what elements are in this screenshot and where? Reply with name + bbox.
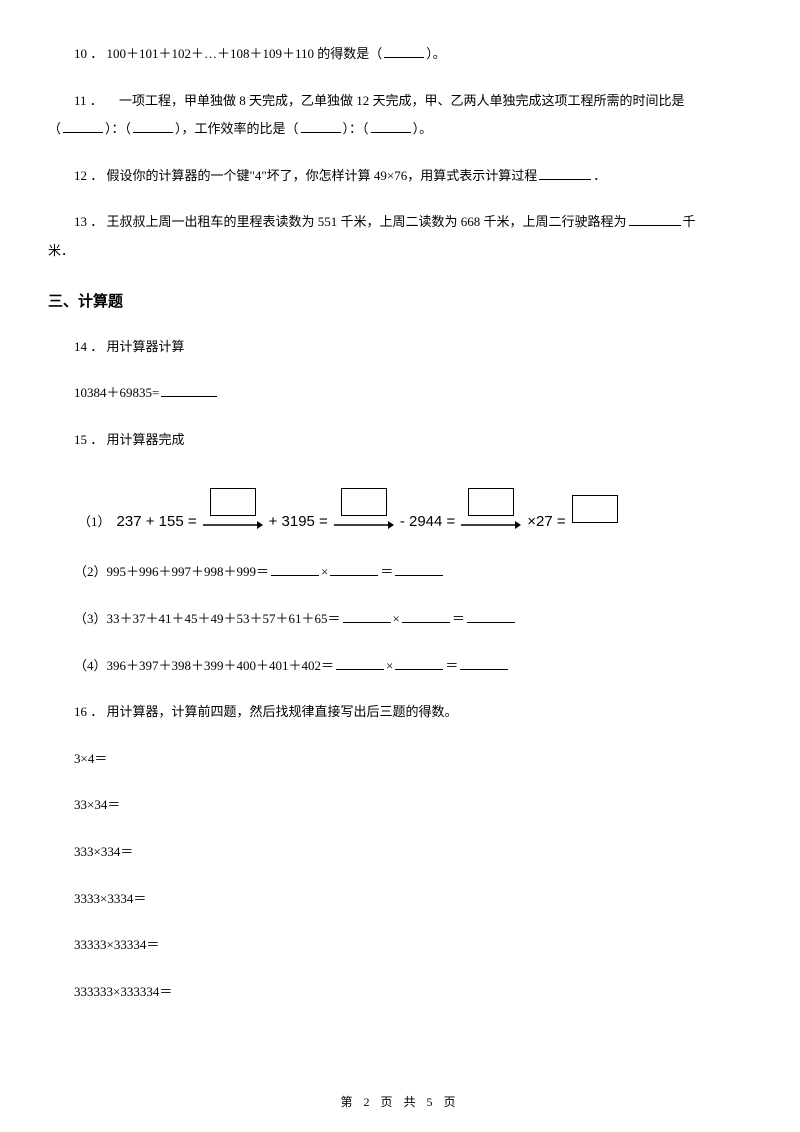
blank (336, 655, 384, 670)
q16-e3: 333×334＝ (48, 838, 752, 867)
q15-sub3: （3）33＋37＋41＋45＋49＋53＋57＋61＋65＝ × ＝ (48, 605, 752, 634)
blank (384, 43, 424, 58)
blank (133, 118, 173, 133)
blank (467, 608, 515, 623)
blank (330, 561, 378, 576)
arrow-icon (203, 518, 263, 532)
q11-num: 11 ． (74, 93, 103, 108)
arrow-icon (334, 518, 394, 532)
q12-text-a: 假设你的计算器的一个键"4"坏了，你怎样计算 49×76，用算式表示计算过程 (107, 168, 538, 183)
q11-c: ），工作效率的比是（ (175, 121, 299, 136)
q16-e2: 33×34＝ (48, 791, 752, 820)
result-box (210, 488, 256, 516)
q14-text: 用计算器计算 (107, 339, 185, 354)
blank (539, 165, 591, 180)
q15-sub2-a: （2）995＋996＋997＋998＋999＝ (74, 564, 269, 579)
result-box-final (572, 495, 618, 523)
blank (395, 655, 443, 670)
blank (395, 561, 443, 576)
q10-text-a: 100＋101＋102＋…＋108＋109＋110 的得数是（ (107, 46, 383, 61)
blank (629, 211, 681, 226)
blank (402, 608, 450, 623)
question-11: 11 ． 一项工程，甲单独做 8 天完成，乙单独做 12 天完成，甲、乙两人单独… (48, 87, 752, 144)
page: 10 ． 100＋101＋102＋…＋108＋109＋110 的得数是（ ）。 1… (0, 0, 800, 1132)
arrow-icon (461, 518, 521, 532)
blank (371, 118, 411, 133)
q13-text-b: 千 (683, 214, 696, 229)
box-arrow-2 (334, 488, 394, 532)
blank (343, 608, 391, 623)
blank (161, 382, 217, 397)
blank (271, 561, 319, 576)
q15-sub3-c: ＝ (452, 611, 465, 626)
q13-text-a: 王叔叔上周一出租车的里程表读数为 551 千米，上周二读数为 668 千米，上周… (107, 214, 627, 229)
q15-chain-label: （1） (78, 511, 111, 532)
q16-e4: 3333×3334＝ (48, 885, 752, 914)
question-12: 12 ． 假设你的计算器的一个键"4"坏了，你怎样计算 49×76，用算式表示计… (48, 162, 752, 191)
q13-text-c: 米． (48, 243, 74, 258)
q15-sub2: （2）995＋996＋997＋998＋999＝ × ＝ (48, 558, 752, 587)
box-arrow-1 (203, 488, 263, 532)
q16-e5: 33333×33334＝ (48, 931, 752, 960)
q11-line1: 一项工程，甲单独做 8 天完成，乙单独做 12 天完成，甲、乙两人单独完成这项工… (119, 93, 685, 108)
q12-text-b: ． (593, 168, 606, 183)
q11-d: ）：（ (343, 121, 369, 136)
question-10: 10 ． 100＋101＋102＋…＋108＋109＋110 的得数是（ ）。 (48, 40, 752, 69)
q15-sub4-a: （4）396＋397＋398＋399＋400＋401＋402＝ (74, 658, 334, 673)
q14-num: 14 ． (74, 339, 103, 354)
result-box (468, 488, 514, 516)
q14-expr: 10384＋69835= (74, 385, 159, 400)
question-15: 15 ． 用计算器完成 (48, 426, 752, 455)
result-box (341, 488, 387, 516)
q15-sub4-b: × (386, 658, 393, 673)
blank (460, 655, 508, 670)
q15-num: 15 ． (74, 432, 103, 447)
page-footer: 第 2 页 共 5 页 (0, 1093, 800, 1110)
question-16: 16 ． 用计算器，计算前四题，然后找规律直接写出后三题的得数。 (48, 698, 752, 727)
section-3-title: 三、计算题 (48, 290, 752, 311)
q12-num: 12 ． (74, 168, 103, 183)
q15-sub2-c: ＝ (380, 564, 393, 579)
q11-b: ）：（ (105, 121, 131, 136)
q15-sub3-a: （3）33＋37＋41＋45＋49＋53＋57＋61＋65＝ (74, 611, 341, 626)
q15-sub4-c: ＝ (445, 658, 458, 673)
box-arrow-3 (461, 488, 521, 532)
q11-a: （ (48, 121, 61, 136)
q15-text: 用计算器完成 (107, 432, 185, 447)
q16-num: 16 ． (74, 704, 103, 719)
chain-p3: - 2944 = (400, 513, 455, 532)
question-14: 14 ． 用计算器计算 (48, 333, 752, 362)
q16-e6: 333333×333334＝ (48, 978, 752, 1007)
q16-text: 用计算器，计算前四题，然后找规律直接写出后三题的得数。 (107, 704, 458, 719)
chain-p4: ×27 = (527, 513, 565, 532)
q13-num: 13 ． (74, 214, 103, 229)
chain-p2: + 3195 = (269, 513, 328, 532)
q11-e: ）。 (413, 121, 433, 136)
q14-expr-line: 10384＋69835= (48, 379, 752, 408)
blank (301, 118, 341, 133)
q10-text-b: ）。 (426, 46, 446, 61)
question-13: 13 ． 王叔叔上周一出租车的里程表读数为 551 千米，上周二读数为 668 … (48, 208, 752, 265)
q15-sub4: （4）396＋397＋398＋399＋400＋401＋402＝ × ＝ (48, 652, 752, 681)
chain-p1: 237 + 155 = (117, 513, 197, 532)
q16-e1: 3×4＝ (48, 745, 752, 774)
q10-num: 10 ． (74, 46, 103, 61)
q15-chain: （1） 237 + 155 = + 3195 = - 2944 = ×27 = (48, 488, 752, 532)
q15-sub3-b: × (393, 611, 400, 626)
q15-sub2-b: × (321, 564, 328, 579)
blank (63, 118, 103, 133)
